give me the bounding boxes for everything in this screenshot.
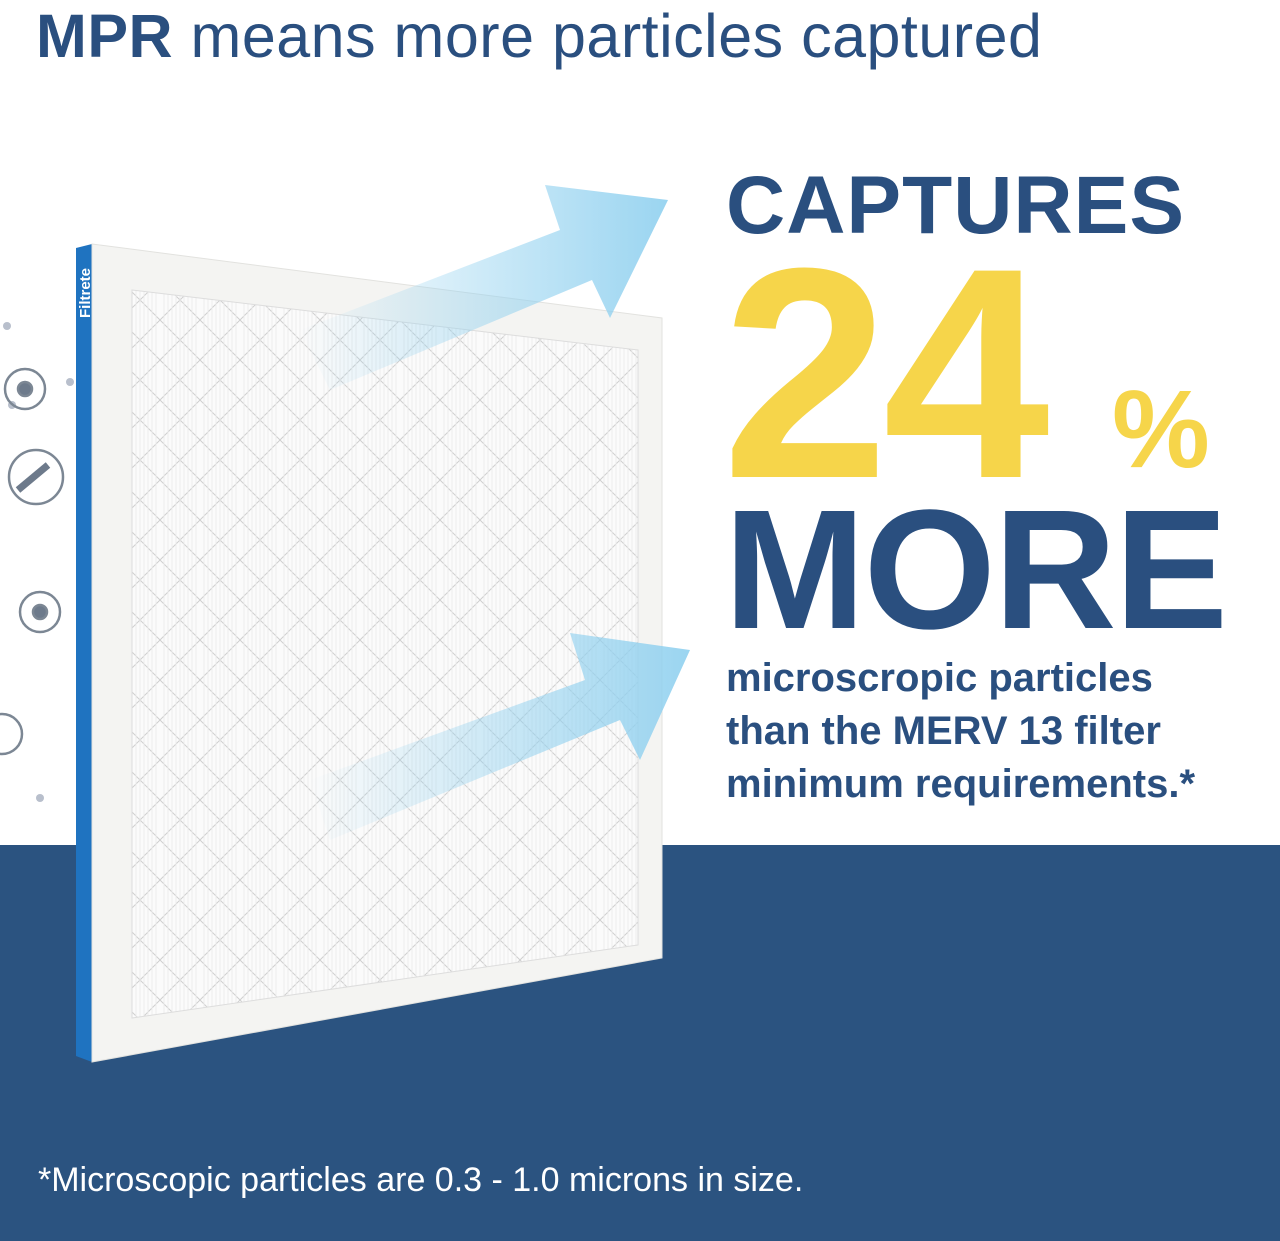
particle-icon (3, 367, 47, 411)
pet-hair-icon (0, 712, 24, 756)
description-line: minimum requirements.* (726, 762, 1196, 806)
particle-icon (18, 590, 62, 634)
footnote: *Microscopic particles are 0.3 - 1.0 mic… (38, 1161, 804, 1199)
brand-logo: Filtrete (77, 268, 94, 318)
page-title: MPR means more particles captured (36, 2, 1043, 70)
filter-side-edge (76, 244, 92, 1062)
description-line: microscropic particles (726, 656, 1153, 700)
claim-percent-value: 24 (722, 205, 1050, 541)
claim-more: MORE (724, 475, 1228, 665)
claim-description: microscropic particles than the MERV 13 … (726, 652, 1195, 811)
dust-brush-icon (7, 448, 65, 506)
claim-percent-sign: % (1112, 368, 1210, 491)
description-line: than the MERV 13 filter (726, 709, 1161, 753)
airflow-arrow-top (300, 185, 668, 390)
claim-captures: CAPTURES (726, 160, 1186, 251)
filter-media (131, 289, 639, 1019)
airflow-arrow-bottom (310, 633, 690, 840)
particle-dots (3, 322, 74, 802)
